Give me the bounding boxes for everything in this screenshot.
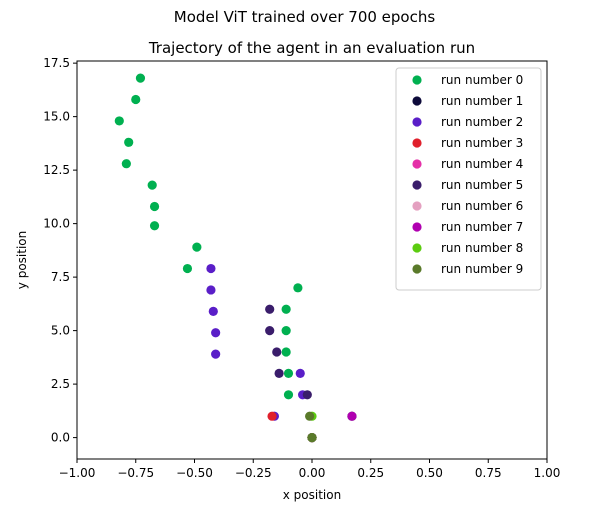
- legend-box: [395, 67, 542, 291]
- x-tick-label: 1.00: [534, 466, 561, 480]
- legend-marker-run-8: [412, 243, 422, 253]
- legend-label-run-4: run number 4: [441, 157, 523, 171]
- scatter-point-run-5-4: [265, 326, 275, 336]
- legend-label-run-8: run number 8: [441, 241, 523, 255]
- scatter-point-run-2-7: [206, 285, 216, 295]
- legend-label-run-0: run number 0: [441, 73, 523, 87]
- legend-label-run-9: run number 9: [441, 262, 523, 276]
- legend-marker-run-4: [412, 159, 422, 169]
- scatter-point-run-5-5: [265, 304, 275, 314]
- y-tick-label: 5.0: [51, 324, 70, 338]
- y-tick-label: 7.5: [51, 270, 70, 284]
- scatter-point-run-0-2: [283, 368, 294, 379]
- y-tick-label: 12.5: [43, 163, 70, 177]
- legend-marker-run-3: [412, 138, 422, 148]
- scatter-point-run-0-12: [121, 159, 131, 169]
- x-tick-label: 0.25: [357, 466, 384, 480]
- scatter-point-run-5-3: [272, 347, 282, 357]
- legend-label-run-1: run number 1: [441, 94, 523, 108]
- x-tick-label: 0.75: [475, 466, 502, 480]
- scatter-point-run-2-4: [211, 349, 221, 359]
- legend-marker-run-2: [412, 117, 422, 127]
- legend-marker-run-1: [412, 96, 422, 106]
- scatter-point-run-0-5: [281, 304, 291, 314]
- x-axis-label: x position: [283, 488, 341, 502]
- scatter-point-run-2-6: [208, 306, 218, 316]
- scatter-point-run-0-9: [149, 221, 160, 231]
- legend-marker-run-9: [412, 264, 422, 274]
- scatter-point-run-2-8: [206, 263, 216, 274]
- x-tick-label: 0.00: [299, 466, 326, 480]
- x-tick-label: −0.25: [235, 466, 272, 480]
- figure-suptitle: Model ViT trained over 700 epochs: [173, 8, 436, 26]
- y-axis-label: y position: [15, 231, 29, 289]
- scatter-point-run-5-2: [274, 368, 284, 379]
- scatter-point-run-3-1: [267, 411, 277, 421]
- x-tick-label: −0.50: [176, 466, 213, 480]
- legend-label-run-6: run number 6: [441, 199, 523, 213]
- scatter-point-run-0-8: [192, 242, 202, 252]
- plot-area: [114, 73, 357, 443]
- legend-label-run-3: run number 3: [441, 136, 523, 150]
- scatter-point-run-0-11: [147, 180, 157, 190]
- scatter-point-run-9-1: [305, 411, 315, 421]
- scatter-point-run-0-13: [124, 137, 134, 147]
- scatter-point-run-0-10: [149, 201, 160, 212]
- legend: run number 0 run number 1 run number 2 run …: [395, 67, 542, 291]
- y-tick-label: 2.5: [51, 377, 70, 391]
- scatter-point-run-0-6: [293, 283, 303, 293]
- x-tick-label: −1.00: [59, 466, 96, 480]
- legend-label-run-2: run number 2: [441, 115, 523, 129]
- legend-label-run-5: run number 5: [441, 178, 523, 192]
- legend-marker-run-0: [412, 75, 422, 85]
- scatter-point-run-0-4: [281, 326, 291, 336]
- scatter-point-run-2-5: [211, 328, 221, 338]
- scatter-point-run-0-14: [114, 116, 124, 126]
- scatter-point-run-7-1: [347, 411, 357, 421]
- scatter-point-run-0-1: [283, 390, 294, 400]
- scatter-point-run-5-1: [302, 390, 312, 400]
- y-tick-label: 10.0: [43, 217, 70, 231]
- y-tick-label: 17.5: [43, 56, 70, 70]
- scatter-point-run-2-3: [295, 368, 305, 379]
- legend-marker-run-6: [412, 201, 422, 211]
- y-tick-label: 0.0: [51, 431, 70, 445]
- x-tick-label: −0.75: [117, 466, 154, 480]
- legend-marker-run-5: [412, 180, 422, 190]
- scatter-point-run-0-16: [135, 73, 146, 83]
- legend-label-run-7: run number 7: [441, 220, 523, 234]
- scatter-point-run-0-7: [182, 263, 193, 274]
- axes: −1.00 −0.75 −0.50 −0.25 0.00 0.25 0.50 0.75 1.00…: [43, 56, 560, 480]
- scatter-point-run-0-15: [131, 94, 141, 105]
- y-tick-label: 15.0: [43, 110, 70, 124]
- x-tick-label: 0.50: [416, 466, 443, 480]
- chart-title: Trajectory of the agent in an evaluation…: [148, 39, 475, 57]
- scatter-point-run-9-0: [307, 433, 317, 443]
- legend-marker-run-7: [412, 222, 422, 232]
- scatter-point-run-0-3: [281, 347, 291, 357]
